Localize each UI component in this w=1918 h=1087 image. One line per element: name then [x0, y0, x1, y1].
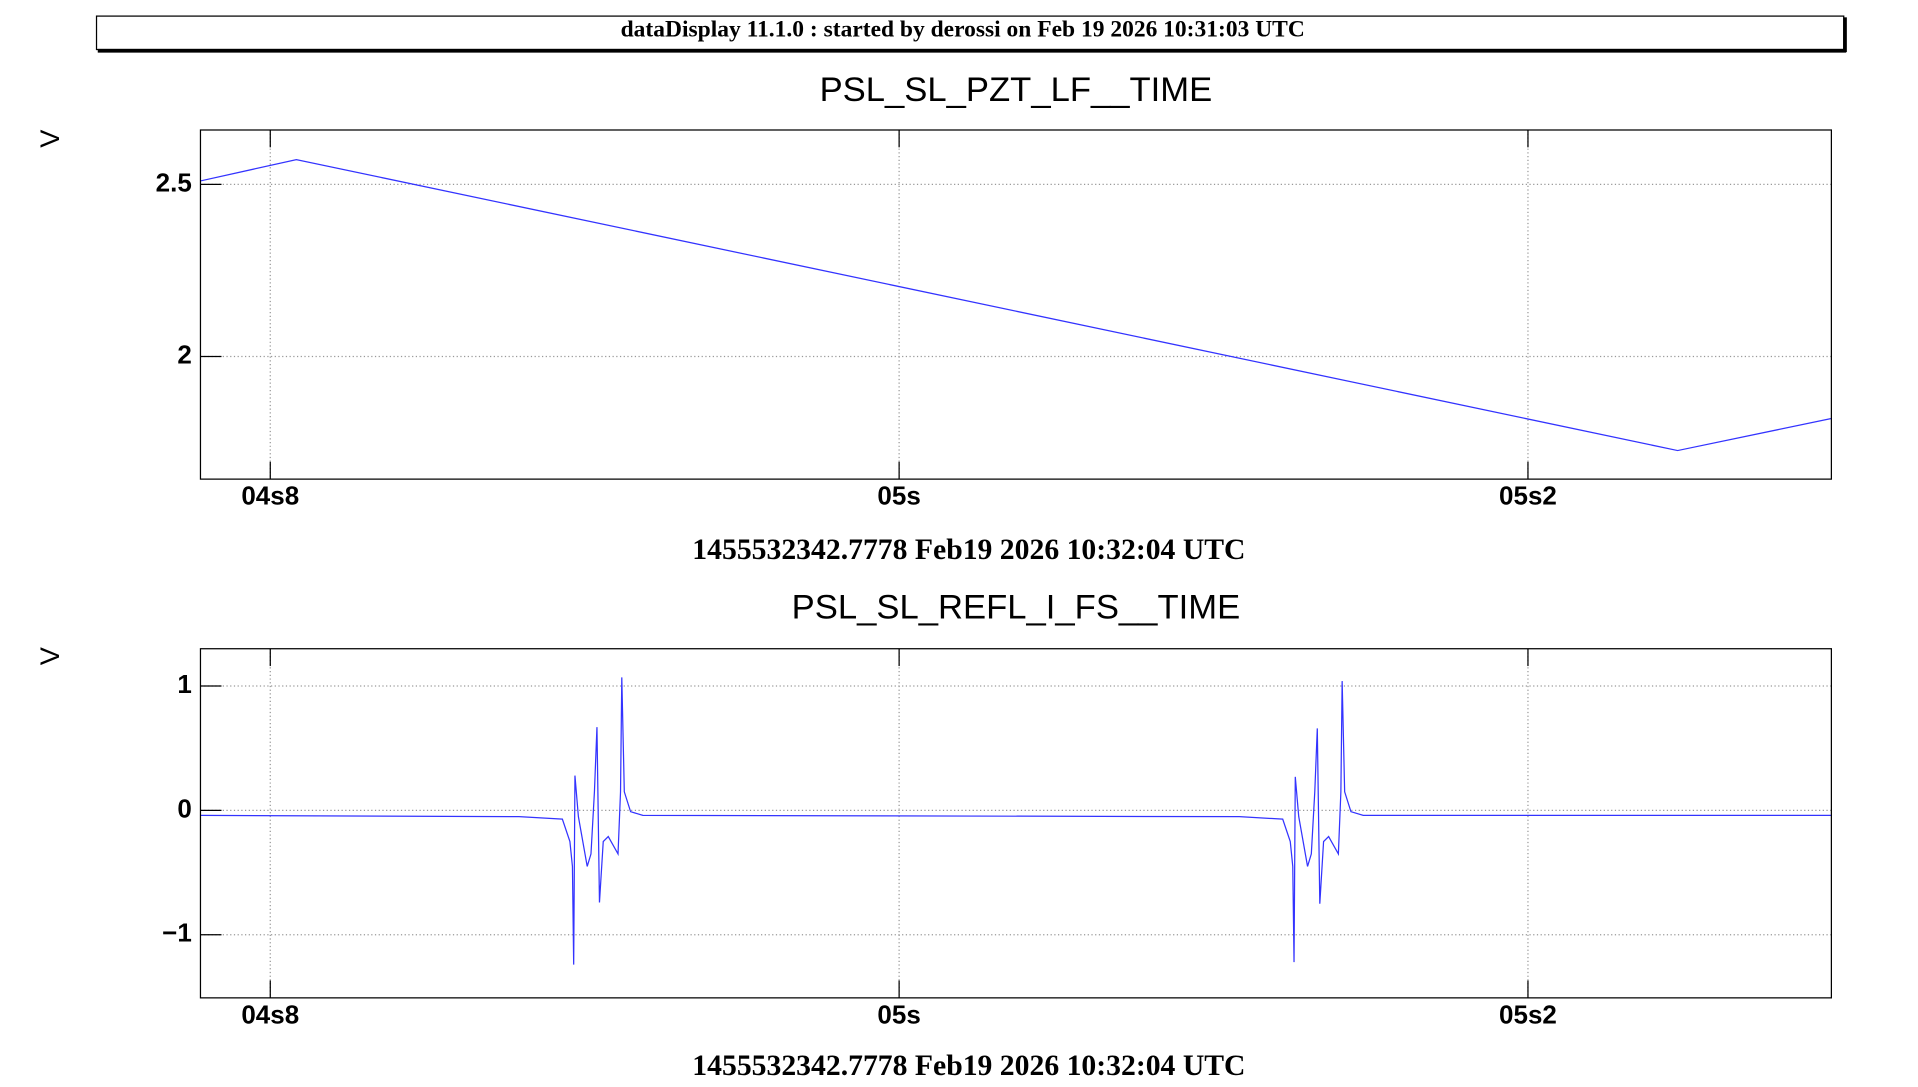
plot-frame — [199, 129, 1832, 480]
data-line — [200, 677, 1832, 965]
x-tick-label: 05s2 — [1499, 999, 1557, 1029]
x-axis-label: 1455532342.7778 Feb19 2026 10:32:04 UTC — [692, 534, 1245, 566]
chart-title: PSL_SL_PZT_LF__TIME — [820, 71, 1213, 109]
data-line — [200, 158, 1832, 452]
x-tick-label: 04s8 — [241, 481, 299, 511]
y-tick-label: −1 — [162, 918, 192, 948]
y-axis-label: V — [34, 129, 65, 148]
plot-frame — [199, 648, 1832, 999]
y-axis-label: V — [34, 646, 65, 665]
x-tick-label: 05s — [877, 481, 920, 511]
y-tick-label: 0 — [177, 793, 191, 823]
header-box — [95, 15, 1845, 51]
x-tick-label: 05s2 — [1499, 481, 1557, 511]
x-tick-label: 04s8 — [241, 999, 299, 1029]
chart-title: PSL_SL_REFL_I_FS__TIME — [792, 588, 1241, 626]
header-title: dataDisplay 11.1.0 : started by derossi … — [621, 16, 1305, 42]
x-axis-label: 1455532342.7778 Feb19 2026 10:32:04 UTC — [692, 1050, 1245, 1082]
x-tick-label: 05s — [877, 999, 920, 1029]
y-tick-label: 2.5 — [156, 167, 192, 197]
y-tick-label: 1 — [177, 669, 191, 699]
y-tick-label: 2 — [177, 339, 191, 369]
